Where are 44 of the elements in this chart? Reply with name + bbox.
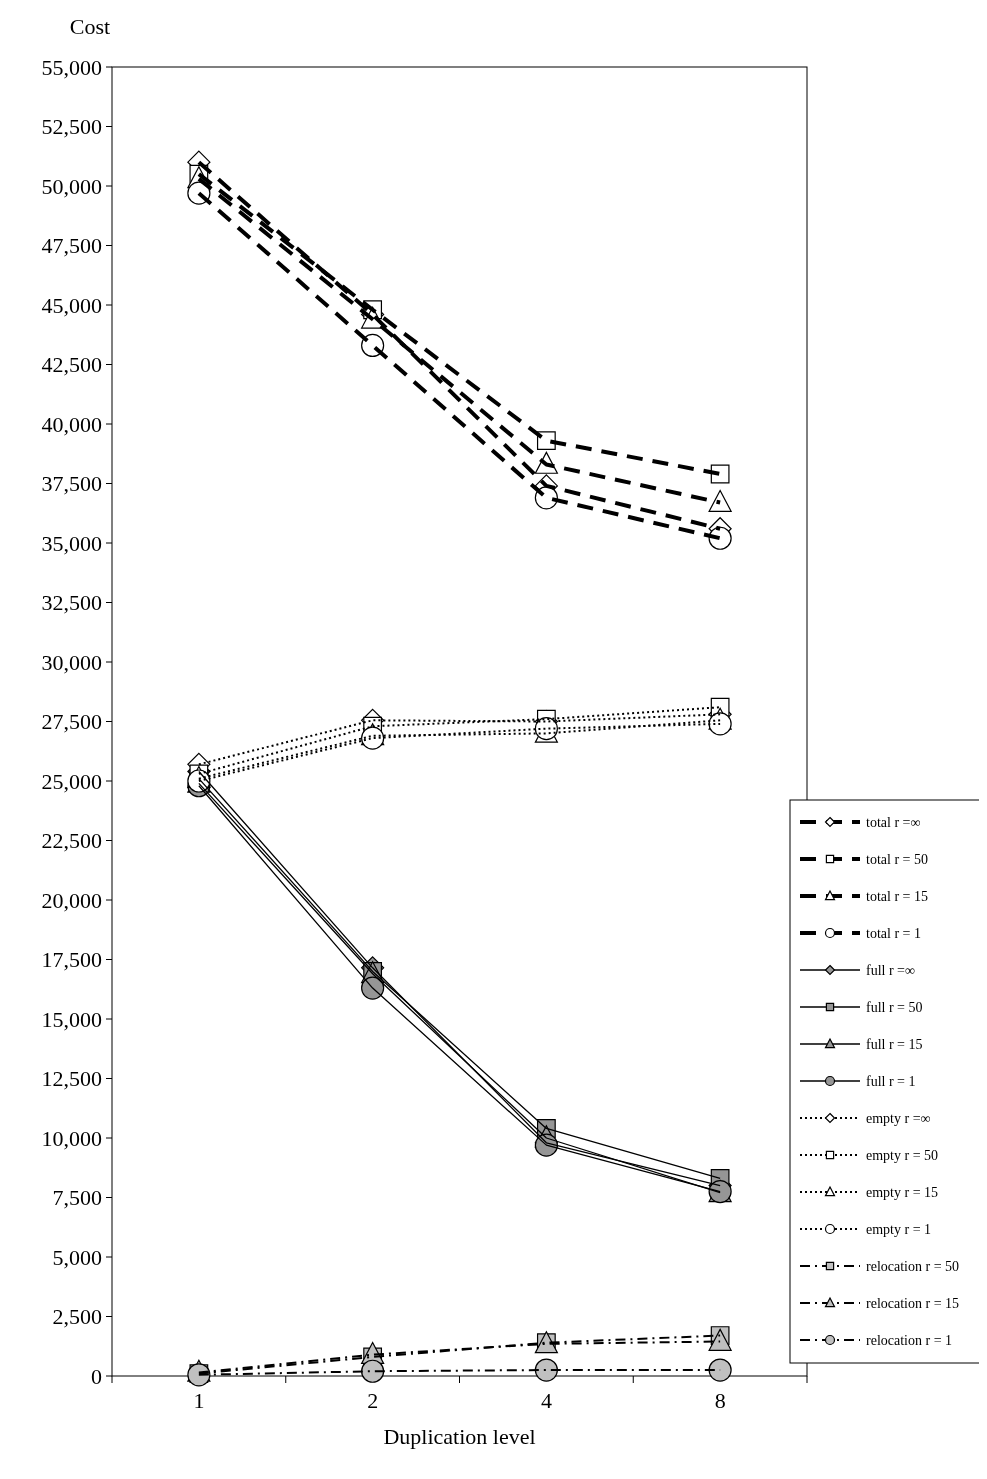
y-tick-label: 35,000 xyxy=(41,530,102,556)
y-tick-label: 5,000 xyxy=(52,1244,102,1270)
y-tick-label: 40,000 xyxy=(41,411,102,437)
legend-label: total r = 15 xyxy=(866,888,928,904)
y-tick-label: 12,500 xyxy=(41,1066,102,1092)
y-tick-label: 32,500 xyxy=(41,590,102,616)
y-tick-label: 10,000 xyxy=(41,1125,102,1151)
x-tick-label: 2 xyxy=(367,1388,379,1413)
y-tick-label: 20,000 xyxy=(41,887,102,913)
legend-label: full r = 1 xyxy=(866,1073,916,1089)
legend-label: full r = 50 xyxy=(866,999,923,1015)
y-tick-label: 7,500 xyxy=(52,1185,102,1211)
x-tick-label: 4 xyxy=(540,1388,552,1413)
y-tick-label: 55,000 xyxy=(41,54,102,80)
y-tick-label: 15,000 xyxy=(41,1006,102,1032)
x-tick-label: 8 xyxy=(714,1388,726,1413)
y-axis-title: Cost xyxy=(69,14,111,39)
legend-label: relocation r = 15 xyxy=(866,1295,960,1311)
y-tick-label: 42,500 xyxy=(41,352,102,378)
y-tick-label: 37,500 xyxy=(41,471,102,497)
legend-label: total r = 1 xyxy=(866,925,921,941)
legend-label: total r =∞ xyxy=(866,814,921,830)
y-tick-label: 25,000 xyxy=(41,768,102,794)
y-tick-label: 27,500 xyxy=(41,709,102,735)
y-tick-label: 0 xyxy=(91,1363,102,1389)
y-tick-label: 30,000 xyxy=(41,649,102,675)
legend-label: empty r =∞ xyxy=(866,1110,931,1126)
y-tick-label: 17,500 xyxy=(41,947,102,973)
legend-label: empty r = 15 xyxy=(866,1184,939,1200)
y-tick-label: 45,000 xyxy=(41,292,102,318)
legend-label: relocation r = 1 xyxy=(866,1332,953,1348)
legend-label: full r = 15 xyxy=(866,1036,923,1052)
y-tick-label: 47,500 xyxy=(41,233,102,259)
y-tick-label: 50,000 xyxy=(41,173,102,199)
y-tick-label: 22,500 xyxy=(41,828,102,854)
legend-label: empty r = 50 xyxy=(866,1147,939,1163)
x-tick-label: 1 xyxy=(193,1388,205,1413)
x-axis-title: Duplication level xyxy=(383,1424,536,1449)
legend-label: empty r = 1 xyxy=(866,1221,932,1237)
y-tick-label: 2,500 xyxy=(52,1304,102,1330)
y-tick-label: 52,500 xyxy=(41,114,102,140)
legend-label: full r =∞ xyxy=(866,962,915,978)
legend-label: total r = 50 xyxy=(866,851,928,867)
legend-label: relocation r = 50 xyxy=(866,1258,960,1274)
